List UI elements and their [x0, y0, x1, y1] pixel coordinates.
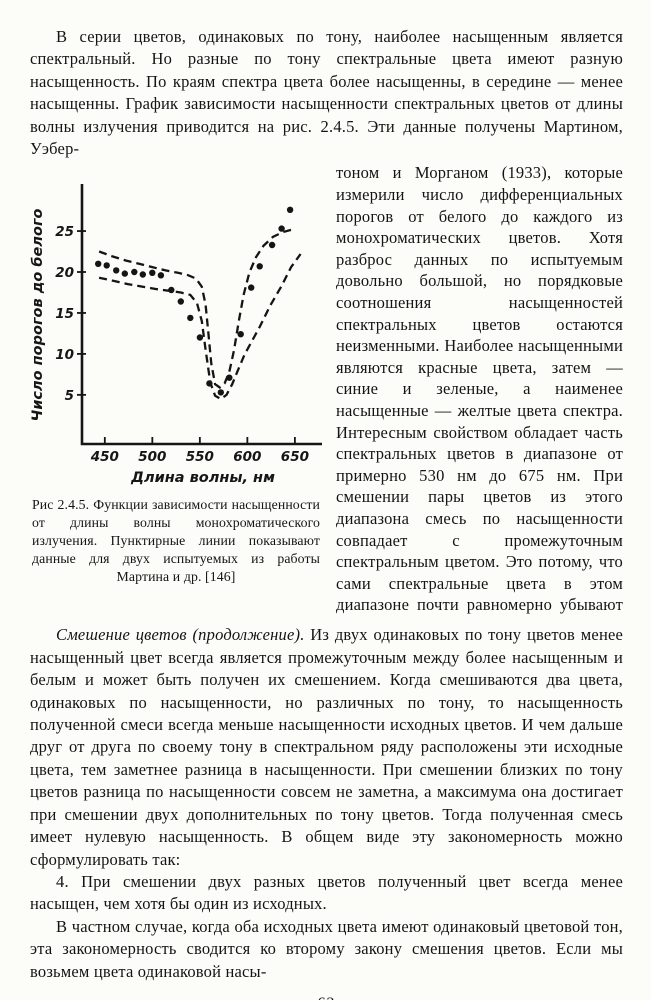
- data-point: [248, 284, 255, 292]
- section-lead-italic: Смешение цветов (продолжение).: [56, 625, 305, 645]
- data-point: [237, 331, 244, 338]
- data-point: [187, 315, 194, 322]
- data-point: [95, 261, 102, 268]
- figure-2-4-5: 5 10 15 20 25 450 500 550 600 650 Длина волны, нм Ч…: [30, 182, 326, 586]
- data-point: [226, 374, 233, 382]
- page-number: 62: [30, 995, 623, 1000]
- x-tick-label: 450: [90, 449, 119, 465]
- y-axis-label: Число порогов до белого: [30, 209, 46, 422]
- data-point: [196, 334, 204, 342]
- data-point: [103, 262, 110, 270]
- dashed-curve: [98, 253, 302, 401]
- y-tick-label: 5: [65, 388, 74, 404]
- paragraph-color-mixing-body: Из двух одинаковых по тону цветов менее …: [30, 625, 624, 869]
- two-column-section: 5 10 15 20 25 450 500 550 600 650 Длина волны, нм Ч…: [30, 162, 623, 624]
- x-tick-label: 500: [138, 449, 166, 465]
- paragraph-color-mixing: Смешение цветов (продолжение). Из двух о…: [30, 624, 623, 870]
- figure-column: 5 10 15 20 25 450 500 550 600 650 Длина волны, нм Ч…: [30, 162, 326, 586]
- data-point: [149, 270, 156, 277]
- y-tick-label: 25: [55, 224, 74, 240]
- axis: [80, 184, 322, 446]
- data-point: [131, 269, 138, 276]
- data-point: [286, 207, 294, 214]
- paragraph-particular-case: В частном случае, когда оба исходных цве…: [30, 916, 623, 981]
- dashed-curve: [98, 227, 297, 390]
- data-point: [256, 263, 263, 270]
- y-tick-label: 20: [55, 265, 74, 281]
- figure-caption: Рис 2.4.5. Функции зависимости насыщенно…: [32, 497, 320, 585]
- y-tick-label: 15: [55, 306, 74, 322]
- saturation-vs-wavelength-chart: 5 10 15 20 25 450 500 550 600 650 Длина волны, нм Ч…: [30, 184, 322, 486]
- y-tick-label: 10: [55, 347, 74, 363]
- data-point: [121, 270, 128, 278]
- x-axis-label: Длина волны, нм: [130, 470, 275, 486]
- x-tick-label: 650: [281, 449, 309, 465]
- data-point: [217, 389, 224, 397]
- data-point: [177, 298, 184, 306]
- data-point: [157, 272, 165, 279]
- paragraph-intro: В серии цветов, одинаковых по тону, наиб…: [30, 27, 623, 159]
- data-point: [278, 225, 285, 233]
- x-tick-label: 600: [233, 449, 261, 465]
- data-point: [268, 242, 276, 249]
- paragraph-rule-4: 4. При смешении двух разных цветов получ…: [30, 871, 623, 914]
- x-tick-label: 550: [186, 449, 214, 465]
- data-point: [113, 267, 120, 275]
- data-point: [139, 271, 146, 279]
- paragraph-right-column: тоном и Морганом (1933), которые измерил…: [336, 163, 623, 624]
